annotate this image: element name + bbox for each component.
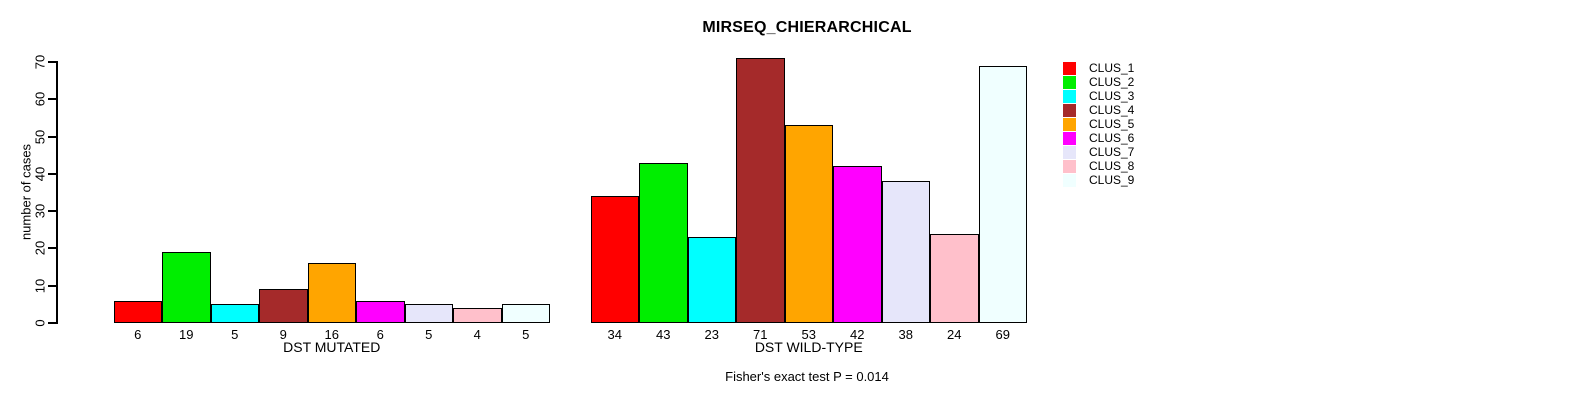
legend-swatch-icon xyxy=(1063,159,1076,173)
y-tick-mark xyxy=(48,322,56,324)
bar-value-label: 23 xyxy=(704,327,719,342)
bar-dst-wild-type-clus_2 xyxy=(639,162,688,323)
bar-dst-mutated-clus_9 xyxy=(501,304,550,323)
bar-dst-mutated-clus_1 xyxy=(113,300,162,323)
bar-value-label: 71 xyxy=(753,327,768,342)
y-tick-mark xyxy=(48,247,56,250)
y-tick-mark xyxy=(48,98,56,101)
legend-item-clus_4: CLUS_4 xyxy=(1063,103,1134,117)
bar-value-label: 19 xyxy=(179,327,194,342)
legend-label: CLUS_4 xyxy=(1089,103,1135,117)
legend-item-clus_7: CLUS_7 xyxy=(1063,145,1134,159)
bar-dst-wild-type-clus_8 xyxy=(930,233,979,323)
legend-item-clus_6: CLUS_6 xyxy=(1063,131,1134,145)
bar-dst-mutated-clus_5 xyxy=(307,263,356,323)
bar-dst-wild-type-clus_3 xyxy=(687,237,736,323)
legend-label: CLUS_8 xyxy=(1089,159,1135,173)
y-tick-mark xyxy=(48,284,56,287)
legend-swatch-icon xyxy=(1063,61,1076,75)
legend-label: CLUS_9 xyxy=(1089,173,1135,187)
bar-dst-wild-type-clus_9 xyxy=(978,65,1027,323)
bar-value-label: 38 xyxy=(898,327,913,342)
bar-value-label: 34 xyxy=(607,327,622,342)
bar-dst-mutated-clus_2 xyxy=(162,252,211,323)
bar-value-label: 5 xyxy=(522,327,530,342)
bar-value-label: 5 xyxy=(425,327,433,342)
bar-value-label: 43 xyxy=(656,327,671,342)
bar-value-label: 9 xyxy=(279,327,287,342)
bar-dst-wild-type-clus_7 xyxy=(881,181,930,323)
y-tick-label: 10 xyxy=(32,278,48,293)
y-tick-mark xyxy=(48,210,56,213)
y-tick-label: 70 xyxy=(32,54,48,70)
legend-swatch-icon xyxy=(1063,89,1076,103)
legend-item-clus_2: CLUS_2 xyxy=(1063,75,1134,89)
legend-swatch-icon xyxy=(1063,103,1076,117)
legend-swatch-icon xyxy=(1063,117,1076,131)
y-axis-label: number of cases xyxy=(18,143,34,241)
legend-label: CLUS_5 xyxy=(1089,117,1135,131)
bar-dst-wild-type-clus_5 xyxy=(784,125,833,323)
bar-value-label: 6 xyxy=(376,327,384,342)
legend-item-clus_1: CLUS_1 xyxy=(1063,61,1134,75)
legend-label: CLUS_1 xyxy=(1089,61,1135,75)
legend-item-clus_8: CLUS_8 xyxy=(1063,159,1134,173)
bar-value-label: 4 xyxy=(473,327,481,342)
bar-value-label: 53 xyxy=(801,327,816,342)
y-tick-mark xyxy=(48,135,56,138)
bar-dst-mutated-clus_4 xyxy=(259,289,308,323)
bar-dst-wild-type-clus_4 xyxy=(736,58,785,323)
bar-dst-mutated-clus_8 xyxy=(453,308,502,323)
legend-label: CLUS_2 xyxy=(1089,75,1135,89)
y-tick-label: 50 xyxy=(32,129,48,144)
bar-dst-mutated-clus_7 xyxy=(404,304,453,323)
bar-dst-mutated-clus_3 xyxy=(210,304,259,323)
legend-swatch-icon xyxy=(1063,131,1076,145)
y-tick-label: 60 xyxy=(32,92,48,107)
y-tick-mark xyxy=(48,61,56,63)
bar-value-label: 5 xyxy=(231,327,239,342)
y-axis-line xyxy=(56,61,58,324)
legend-swatch-icon xyxy=(1063,173,1076,187)
bar-value-label: 24 xyxy=(947,327,962,342)
legend-item-clus_9: CLUS_9 xyxy=(1063,173,1134,187)
bar-value-label: 6 xyxy=(134,327,142,342)
bar-dst-wild-type-clus_6 xyxy=(833,166,882,323)
legend-label: CLUS_7 xyxy=(1089,145,1135,159)
legend-swatch-icon xyxy=(1063,75,1076,89)
y-tick-label: 40 xyxy=(32,166,48,182)
y-tick-mark xyxy=(48,172,56,175)
bar-value-label: 69 xyxy=(995,327,1010,342)
bar-dst-mutated-clus_6 xyxy=(356,300,405,323)
bar-dst-wild-type-clus_1 xyxy=(590,196,639,323)
y-tick-label: 30 xyxy=(32,203,48,219)
legend-label: CLUS_6 xyxy=(1089,131,1135,145)
bar-value-label: 42 xyxy=(850,327,865,342)
legend-item-clus_5: CLUS_5 xyxy=(1063,117,1134,131)
x-group-label-dst-mutated: DST MUTATED xyxy=(283,339,381,355)
chart-title: MIRSEQ_CHIERARCHICAL xyxy=(702,19,912,36)
x-group-label-dst-wild-type: DST WILD-TYPE xyxy=(754,339,863,355)
legend-item-clus_3: CLUS_3 xyxy=(1063,89,1134,103)
legend-label: CLUS_3 xyxy=(1089,89,1135,103)
legend-swatch-icon xyxy=(1063,145,1076,159)
bar-value-label: 16 xyxy=(324,327,339,342)
y-tick-label: 0 xyxy=(32,319,48,327)
y-tick-label: 20 xyxy=(32,241,48,256)
fisher-test-note: Fisher's exact test P = 0.014 xyxy=(725,369,889,384)
